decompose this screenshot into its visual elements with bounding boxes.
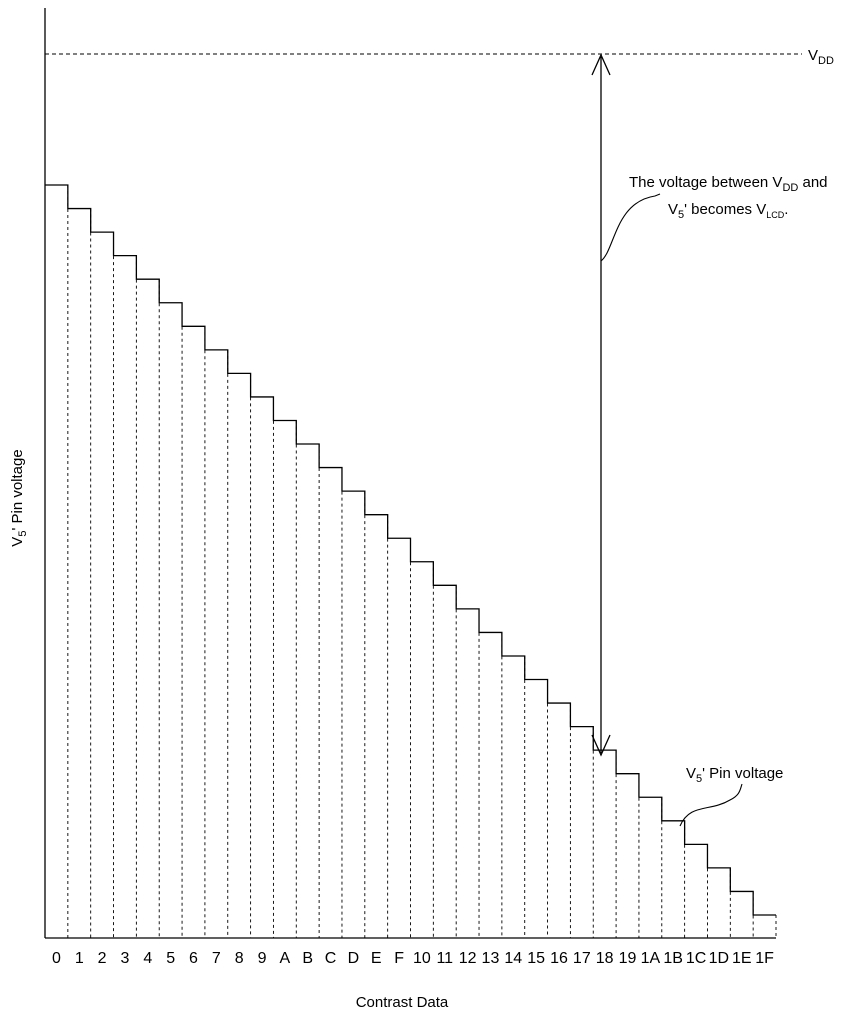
x-tick-label-9: 9	[258, 950, 267, 967]
vlcd-annotation-line1: The voltage between VDD and	[629, 174, 828, 194]
x-tick-label-18: 18	[596, 950, 614, 967]
x-tick-label-15: 15	[527, 950, 545, 967]
x-tick-label-10: 10	[413, 950, 431, 967]
x-tick-label-17: 17	[573, 950, 591, 967]
bar-group	[67, 185, 777, 938]
vdd-label: VDD	[808, 47, 834, 67]
x-tick-label-B: B	[302, 950, 313, 967]
x-tick-label-2: 2	[98, 950, 107, 967]
x-tick-label-12: 12	[459, 950, 477, 967]
vlcd-arrow-head-bottom	[591, 734, 611, 757]
x-tick-label-C: C	[325, 950, 337, 967]
x-tick-label-0: 0	[52, 950, 61, 967]
x-tick-label-8: 8	[235, 950, 244, 967]
x-tick-label-13: 13	[482, 950, 500, 967]
x-tick-label-1E: 1E	[732, 950, 752, 967]
x-tick-label-1C: 1C	[686, 950, 706, 967]
x-axis-title: Contrast Data	[356, 994, 449, 1011]
x-tick-label-1: 1	[75, 950, 84, 967]
x-tick-label-11: 11	[436, 950, 453, 967]
x-tick-label-1D: 1D	[709, 950, 729, 967]
x-tick-label-D: D	[348, 950, 360, 967]
x-tick-label-1B: 1B	[663, 950, 683, 967]
pin-leader	[679, 783, 743, 827]
x-tick-label-F: F	[394, 950, 404, 967]
x-tick-label-A: A	[280, 950, 291, 967]
y-axis-title: V5' Pin voltage	[9, 449, 29, 546]
x-tick-label-14: 14	[504, 950, 522, 967]
x-tick-label-1A: 1A	[641, 950, 661, 967]
vlcd-annotation-line2: V5' becomes VLCD.	[668, 201, 788, 221]
pin-annotation: V5' Pin voltage	[686, 765, 783, 785]
x-tick-label-7: 7	[212, 950, 221, 967]
x-tick-label-5: 5	[166, 950, 175, 967]
tick-label-group: 0 1 2 3 4 5 6 7 8 9 A B C D E F 10 11 12 13 14 15 16 17 18 19 1A 1B…	[52, 950, 774, 967]
x-tick-label-3: 3	[121, 950, 130, 967]
x-tick-label-6: 6	[189, 950, 198, 967]
x-tick-label-19: 19	[619, 950, 637, 967]
step-line	[45, 184, 776, 916]
x-tick-label-1F: 1F	[755, 950, 774, 967]
x-tick-label-4: 4	[143, 950, 152, 967]
x-tick-label-E: E	[371, 950, 382, 967]
x-tick-label-16: 16	[550, 950, 568, 967]
vlcd-leader	[600, 193, 661, 262]
vlcd-arrow-head-top	[591, 53, 611, 76]
